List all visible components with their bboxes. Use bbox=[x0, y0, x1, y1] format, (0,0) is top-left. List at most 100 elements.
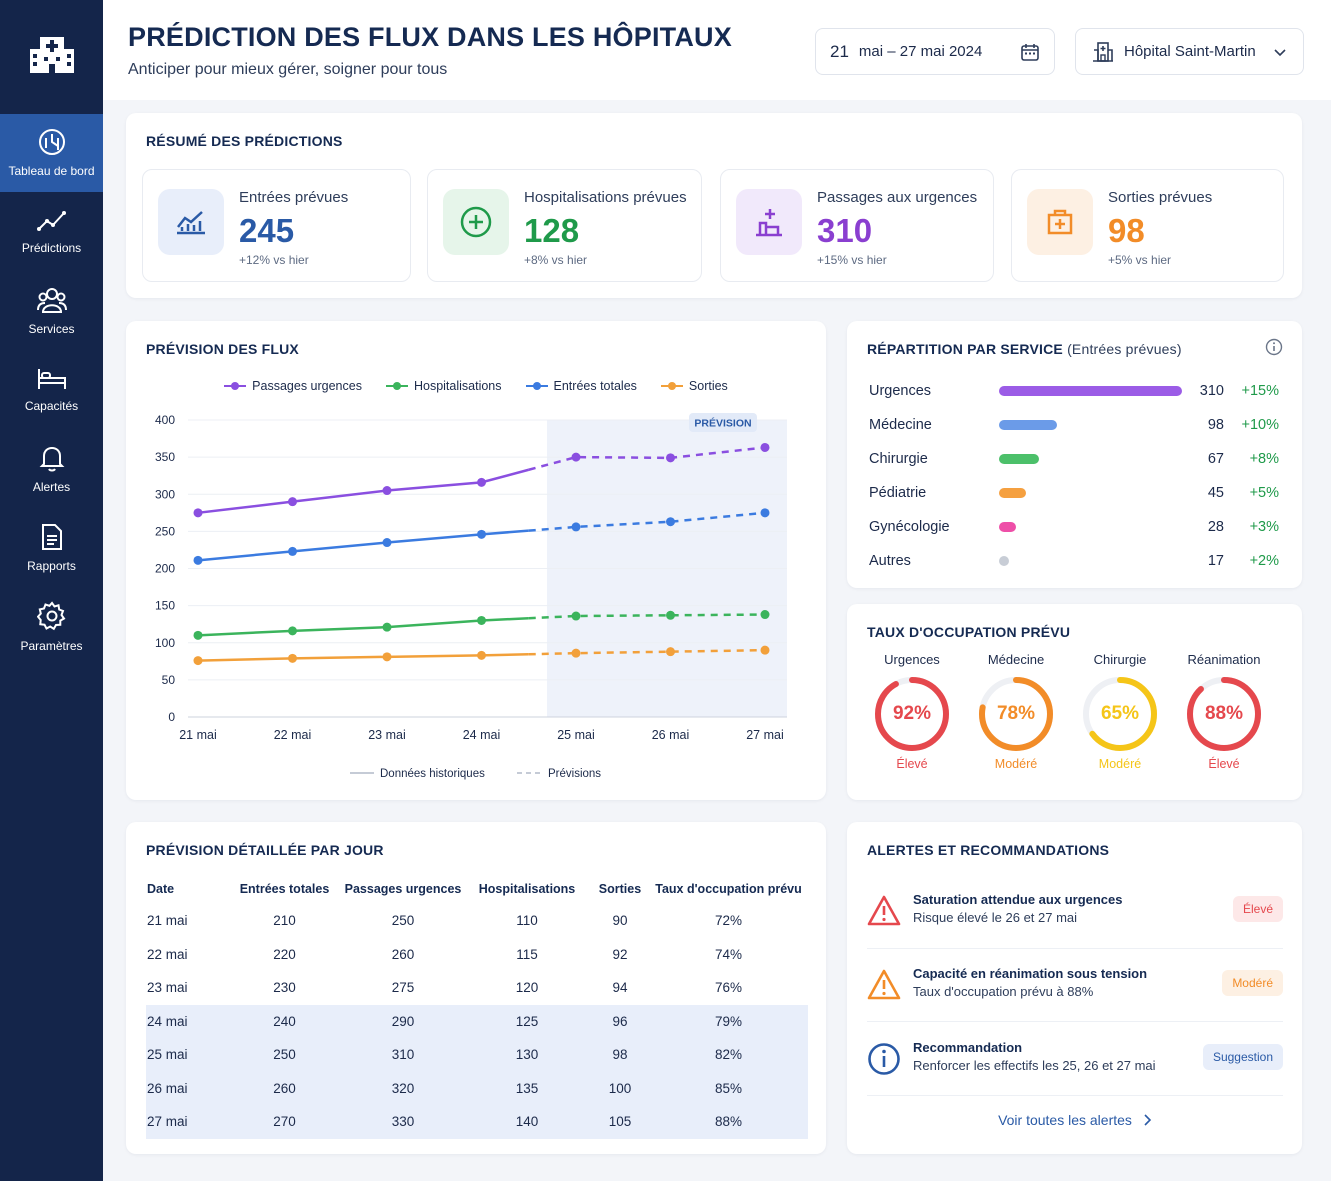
repartition-row[interactable]: Chirurgie 67 +8% bbox=[869, 449, 1279, 469]
data-point bbox=[477, 615, 486, 625]
sidebar-item-services[interactable]: Services bbox=[0, 272, 103, 350]
table-cell: 23 mai bbox=[147, 980, 188, 996]
table-row[interactable]: 22 mai 220 260 115 92 74% bbox=[146, 938, 808, 972]
hospital-logo-icon[interactable] bbox=[0, 18, 103, 90]
column-header[interactable]: Hospitalisations bbox=[478, 882, 576, 896]
table-cell: 330 bbox=[343, 1105, 463, 1139]
repartition-row[interactable]: Pédiatrie 45 +5% bbox=[869, 483, 1279, 503]
series-line-forecast bbox=[528, 511, 766, 532]
service-value: 28 bbox=[1207, 519, 1224, 535]
kpi-urgences[interactable]: Passages aux urgences 310 +15% vs hier bbox=[720, 169, 994, 282]
repartition-row[interactable]: Médecine 98 +10% bbox=[869, 415, 1279, 435]
kpi-sorties[interactable]: Sorties prévues 98 +5% vs hier bbox=[1011, 169, 1284, 282]
status-badge: Modéré bbox=[1222, 970, 1283, 996]
kpi-label: Sorties prévues bbox=[1108, 189, 1213, 206]
service-bar-track bbox=[999, 522, 1184, 532]
table-row[interactable]: 27 mai 270 330 140 105 88% bbox=[146, 1105, 808, 1139]
flux-card: PRÉVISION DES FLUX Passages urgences Hos… bbox=[126, 321, 826, 800]
alert-title: Capacité en réanimation sous tension bbox=[913, 966, 1148, 981]
status-badge: Élevé bbox=[1232, 896, 1283, 922]
table-cell: 290 bbox=[343, 1004, 463, 1038]
table-cell: 120 bbox=[515, 980, 539, 996]
repartition-row[interactable]: Urgences 310 +15% bbox=[869, 381, 1279, 401]
info-icon[interactable] bbox=[1265, 338, 1283, 356]
column-header[interactable]: Taux d'occupation prévu bbox=[655, 882, 802, 896]
sidebar-item-rapports[interactable]: Rapports bbox=[0, 509, 103, 587]
table-cell: 310 bbox=[343, 1038, 463, 1072]
forecast-badge-label: PRÉVISION bbox=[694, 417, 751, 430]
table-row[interactable]: 25 mai 250 310 130 98 82% bbox=[146, 1038, 808, 1072]
occupation-gauge[interactable]: Urgences 92% Élevé bbox=[862, 652, 962, 771]
kpi-delta: +12% vs hier bbox=[239, 253, 309, 267]
gauge-label: Urgences bbox=[884, 652, 940, 667]
gauge-percent: 88% bbox=[1204, 703, 1244, 724]
legend-swatch bbox=[224, 380, 247, 392]
legend-label: Passages urgences bbox=[252, 379, 362, 393]
alert-item[interactable]: Capacité en réanimation sous tension Tau… bbox=[867, 960, 1283, 1016]
hospital-label: Hôpital Saint-Martin bbox=[1124, 43, 1256, 60]
alert-description: Taux d'occupation prévu à 88% bbox=[913, 984, 1094, 999]
chart-legend: Passages urgences Hospitalisations Entré… bbox=[126, 379, 826, 393]
repartition-row[interactable]: Autres 17 +2% bbox=[869, 551, 1279, 571]
sidebar-item-parametres[interactable]: Paramètres bbox=[0, 588, 103, 666]
legend-label: Hospitalisations bbox=[413, 379, 502, 393]
legend-item[interactable]: Entrées totales bbox=[525, 379, 637, 393]
alert-item[interactable]: Recommandation Renforcer les effectifs l… bbox=[867, 1034, 1283, 1090]
kpi-delta: +8% vs hier bbox=[524, 253, 588, 267]
data-point bbox=[477, 650, 486, 660]
column-header[interactable]: Sorties bbox=[598, 882, 642, 896]
kpi-value: 245 bbox=[239, 212, 295, 249]
date-range-label: mai – 27 mai 2024 bbox=[858, 43, 983, 60]
alert-item[interactable]: Saturation attendue aux urgences Risque … bbox=[867, 886, 1283, 942]
info-icon bbox=[868, 1043, 900, 1075]
calendar-icon bbox=[1021, 43, 1039, 61]
column-header[interactable]: Passages urgences bbox=[344, 882, 462, 896]
column-header[interactable]: Entrées totales bbox=[239, 882, 330, 896]
data-point bbox=[382, 486, 392, 496]
legend-item[interactable]: Sorties bbox=[660, 379, 728, 393]
y-tick-label: 250 bbox=[155, 524, 175, 538]
gauge-label: Médecine bbox=[987, 652, 1045, 667]
repartition-row[interactable]: Gynécologie 28 +3% bbox=[869, 517, 1279, 537]
column-header[interactable]: Date bbox=[147, 882, 175, 896]
see-all-label: Voir toutes les alertes bbox=[998, 1112, 1132, 1128]
table-cell: 105 bbox=[591, 1105, 649, 1139]
data-point bbox=[193, 555, 203, 565]
table-cell: 94 bbox=[612, 980, 628, 996]
kpi-hospitalisations[interactable]: Hospitalisations prévues 128 +8% vs hier bbox=[427, 169, 702, 282]
sidebar-item-label: Paramètres bbox=[20, 639, 83, 653]
kpi-entrees[interactable]: Entrées prévues 245 +12% vs hier bbox=[142, 169, 411, 282]
chevron-down-icon bbox=[1274, 48, 1286, 56]
service-delta: +15% bbox=[1241, 383, 1280, 399]
table-row[interactable]: 21 mai 210 250 110 90 72% bbox=[146, 904, 808, 938]
table-cell: 260 bbox=[391, 946, 415, 962]
sidebar-item-capacites[interactable]: Capacités bbox=[0, 351, 103, 429]
service-name: Médecine bbox=[869, 417, 932, 433]
sidebar-item-label: Rapports bbox=[27, 559, 76, 573]
sidebar-item-predictions[interactable]: Prédictions bbox=[0, 193, 103, 271]
sidebar-item-dashboard[interactable]: Tableau de bord bbox=[0, 114, 103, 192]
service-value: 310 bbox=[1199, 383, 1224, 399]
occupation-gauge[interactable]: Médecine 78% Modéré bbox=[966, 652, 1066, 771]
warning-icon bbox=[867, 969, 901, 1000]
trend-icon bbox=[36, 211, 66, 231]
table-cell: 24 mai bbox=[146, 1004, 226, 1038]
table-cell: 72% bbox=[714, 913, 743, 929]
table-row[interactable]: 26 mai 260 320 135 100 85% bbox=[146, 1071, 808, 1105]
occupation-gauge[interactable]: Réanimation 88% Élevé bbox=[1174, 652, 1274, 771]
legend-item[interactable]: Passages urgences bbox=[224, 379, 362, 393]
service-name: Chirurgie bbox=[869, 451, 928, 467]
date-range-picker[interactable]: 21 mai – 27 mai 2024 bbox=[815, 28, 1055, 75]
page-subtitle: Anticiper pour mieux gérer, soigner pour… bbox=[128, 61, 448, 78]
table-row[interactable]: 24 mai 240 290 125 96 79% bbox=[146, 1004, 808, 1038]
kpi-value: 98 bbox=[1108, 212, 1145, 249]
see-all-alerts-link[interactable]: Voir toutes les alertes bbox=[847, 1112, 1303, 1128]
table-row[interactable]: 23 mai 230 275 120 94 76% bbox=[146, 971, 808, 1005]
data-point bbox=[288, 653, 297, 663]
legend-item[interactable]: Hospitalisations bbox=[385, 379, 502, 393]
alerts-card: ALERTES ET RECOMMANDATIONS Saturation at… bbox=[847, 822, 1302, 1154]
sidebar-item-alertes[interactable]: Alertes bbox=[0, 430, 103, 508]
service-delta: +3% bbox=[1249, 519, 1279, 535]
hospital-select[interactable]: Hôpital Saint-Martin bbox=[1075, 28, 1304, 75]
occupation-gauge[interactable]: Chirurgie 65% Modéré bbox=[1070, 652, 1170, 771]
